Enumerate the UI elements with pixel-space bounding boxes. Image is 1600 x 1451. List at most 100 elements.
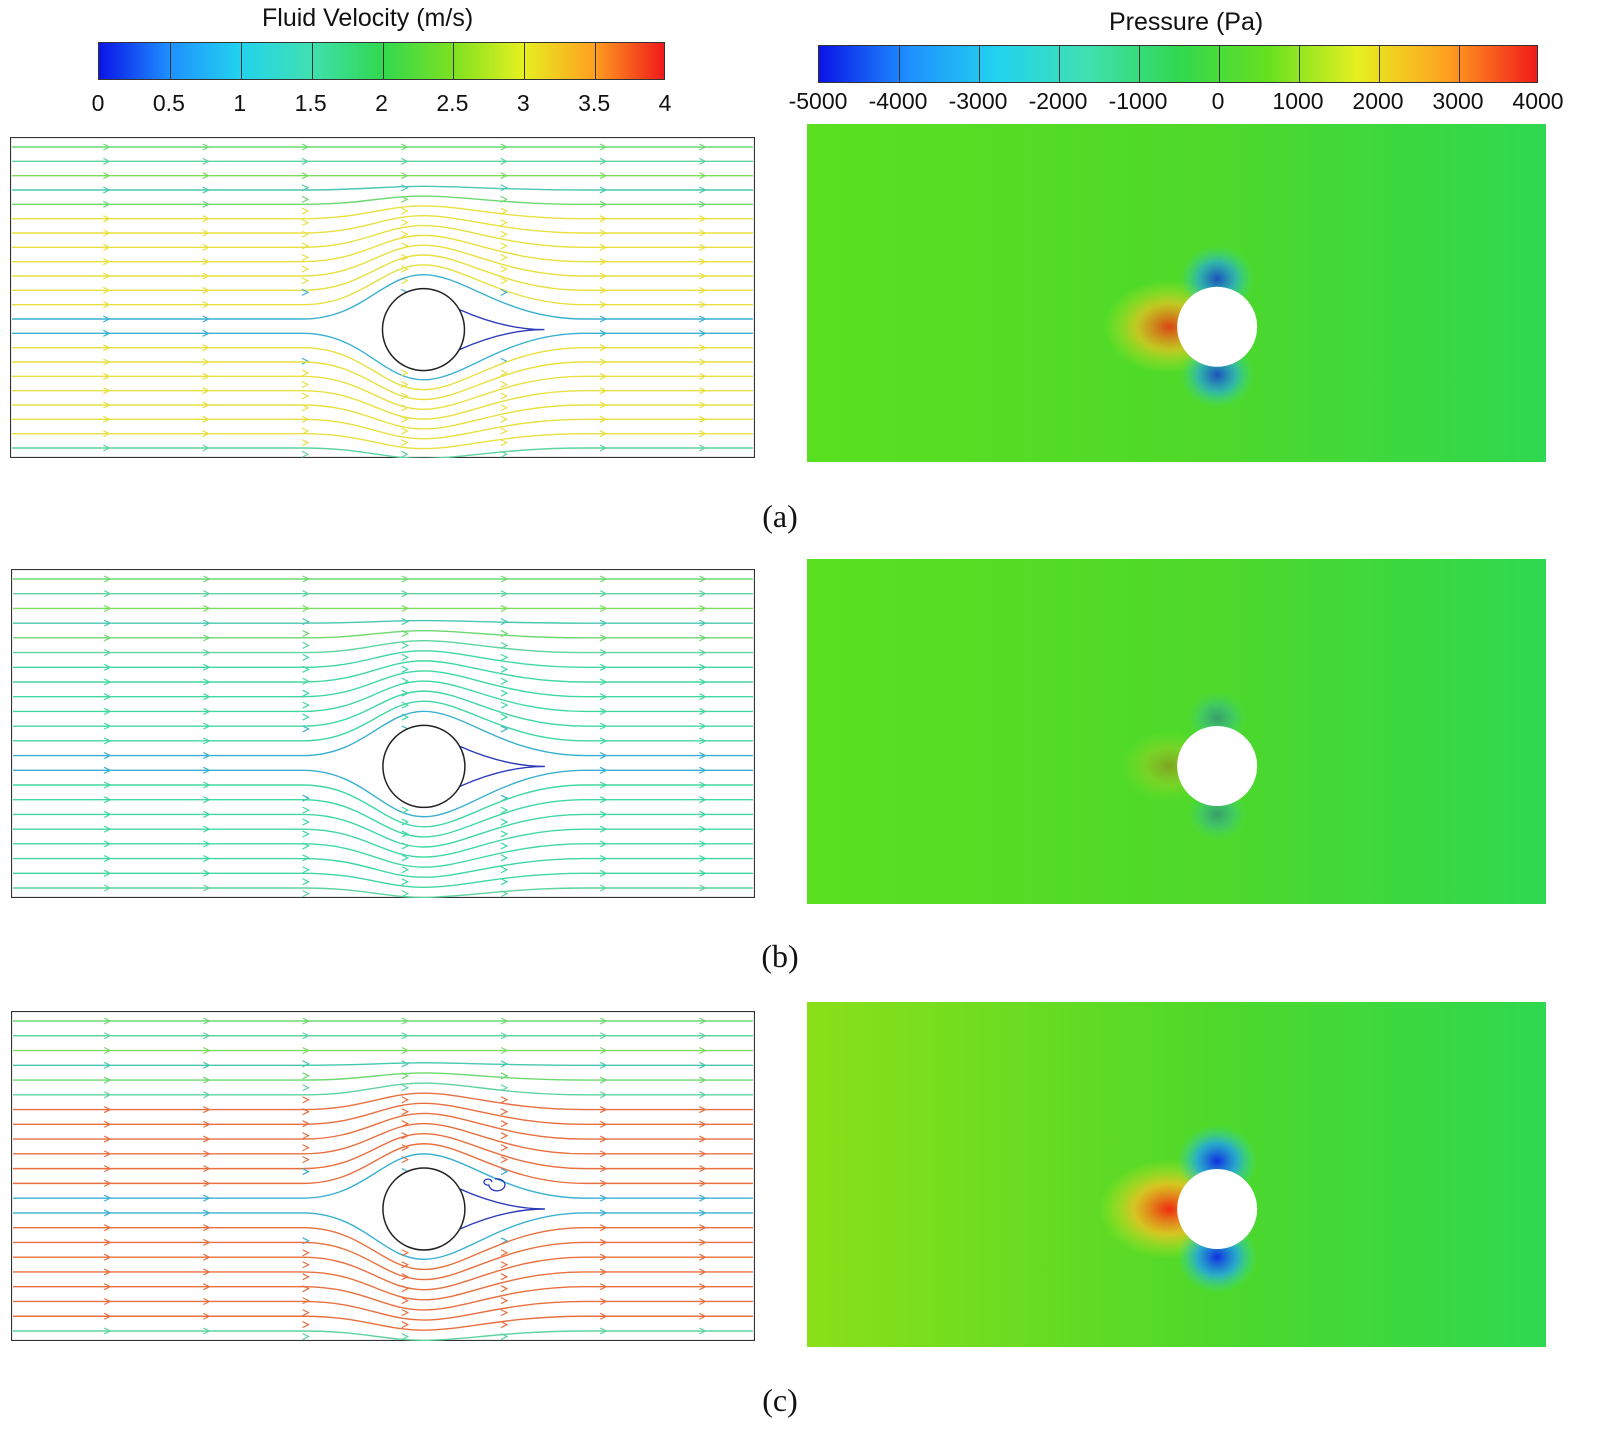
colorbar-divider xyxy=(1299,46,1300,82)
streamline-arrow xyxy=(302,604,310,612)
streamline xyxy=(13,1241,753,1281)
streamline-arrow xyxy=(500,157,509,165)
streamline-arrow xyxy=(500,830,509,838)
streamline-arrow xyxy=(699,1150,707,1158)
streamline-arrow xyxy=(699,258,707,266)
streamline-arrow xyxy=(203,1253,211,1261)
streamline-arrow xyxy=(103,1297,112,1306)
streamline-arrow xyxy=(599,186,608,194)
streamline-arrow xyxy=(103,301,111,309)
streamline-arrow xyxy=(699,1209,707,1217)
streamline-arrow xyxy=(401,404,409,412)
streamline-arrow xyxy=(203,1209,211,1217)
streamline-arrow xyxy=(500,878,509,886)
streamline-arrow xyxy=(699,1120,707,1128)
streamline-arrow xyxy=(500,689,509,697)
streamline-arrow xyxy=(500,713,509,721)
streamline-arrow xyxy=(301,242,310,250)
streamline-arrow xyxy=(599,649,608,657)
streamline-arrow xyxy=(500,288,509,296)
streamline-arrow xyxy=(103,1120,112,1128)
streamline-arrow xyxy=(699,590,707,598)
streamline-arrow xyxy=(103,258,111,266)
streamline xyxy=(13,1072,753,1081)
streamline xyxy=(13,1112,753,1140)
streamline-arrow xyxy=(599,619,608,627)
streamline-arrow xyxy=(401,415,409,423)
streamline xyxy=(13,1062,753,1066)
streamline-arrow xyxy=(203,649,211,657)
streamline xyxy=(12,447,753,458)
velocity-streamline-plot-c xyxy=(11,1011,755,1341)
streamline-arrow xyxy=(203,1150,211,1158)
streamline-arrow xyxy=(500,806,509,814)
streamline-arrow xyxy=(699,215,707,223)
streamline xyxy=(13,1226,753,1271)
cylinder xyxy=(382,1167,466,1251)
colorbar-divider xyxy=(1139,46,1140,82)
streamline-arrow xyxy=(103,825,112,833)
streamline-arrow xyxy=(599,663,608,671)
streamline-arrow xyxy=(203,663,211,671)
streamline-arrow xyxy=(599,1061,608,1069)
streamline-arrow xyxy=(500,1017,509,1025)
streamline-arrow xyxy=(103,1179,112,1187)
streamline-arrow xyxy=(103,649,112,657)
streamline-arrow xyxy=(103,358,111,366)
streamline-arrow xyxy=(301,184,310,192)
streamline-arrow xyxy=(202,258,211,266)
streamline-arrow xyxy=(302,665,310,673)
streamline-arrow xyxy=(302,1060,310,1068)
pressure-canvas xyxy=(807,1002,1546,1347)
streamline-arrow xyxy=(500,1032,509,1040)
streamline-arrow xyxy=(699,1061,707,1069)
streamline-arrow xyxy=(500,1132,509,1140)
streamline xyxy=(13,700,753,742)
streamline-arrow xyxy=(500,1168,509,1176)
streamline-arrow xyxy=(599,1297,608,1306)
streamline xyxy=(13,887,753,898)
streamline-arrow xyxy=(302,878,310,886)
streamline-arrow xyxy=(599,825,608,833)
streamline-arrow xyxy=(103,575,112,583)
streamline-arrow xyxy=(401,866,410,874)
streamline-arrow xyxy=(103,693,112,701)
streamline-arrow xyxy=(202,372,211,380)
streamline-arrow xyxy=(500,195,509,203)
streamline-arrow xyxy=(202,415,211,423)
streamline xyxy=(13,843,753,868)
streamline-arrow xyxy=(103,172,111,180)
streamline xyxy=(13,680,753,713)
streamline-arrow xyxy=(301,157,310,165)
streamline-arrow xyxy=(103,678,112,686)
streamline xyxy=(13,670,753,698)
streamline-arrow xyxy=(302,1072,310,1080)
streamline-arrow xyxy=(302,1333,310,1341)
streamline-arrow xyxy=(699,1327,707,1335)
streamline-arrow xyxy=(699,1194,707,1202)
streamline-arrow xyxy=(599,1120,608,1128)
streamline-arrow xyxy=(599,286,608,294)
streamline-arrow xyxy=(302,830,310,838)
streamline-arrow xyxy=(103,329,111,337)
streamline-arrow xyxy=(500,380,509,389)
streamline-arrow xyxy=(599,344,608,352)
streamline-arrow xyxy=(500,230,509,238)
streamline-arrow xyxy=(302,725,310,733)
streamline-arrow xyxy=(699,1165,707,1173)
wake-streamline xyxy=(459,308,545,351)
streamline-arrow xyxy=(401,590,410,598)
streamline-arrow xyxy=(301,207,310,215)
streamline-arrow xyxy=(599,1165,608,1173)
streamline-arrow xyxy=(202,229,211,237)
streamline-arrow xyxy=(401,265,409,273)
streamline-arrow xyxy=(301,380,310,389)
streamline-arrow xyxy=(599,157,608,165)
streamline-arrow xyxy=(203,1194,211,1202)
streamline-arrow xyxy=(599,172,608,180)
streamline-arrow xyxy=(401,1321,410,1329)
case-label-b: (b) xyxy=(761,938,799,974)
streamline-arrow xyxy=(401,450,409,458)
streamline-arrow xyxy=(203,737,211,745)
streamline-arrow xyxy=(500,1072,509,1080)
